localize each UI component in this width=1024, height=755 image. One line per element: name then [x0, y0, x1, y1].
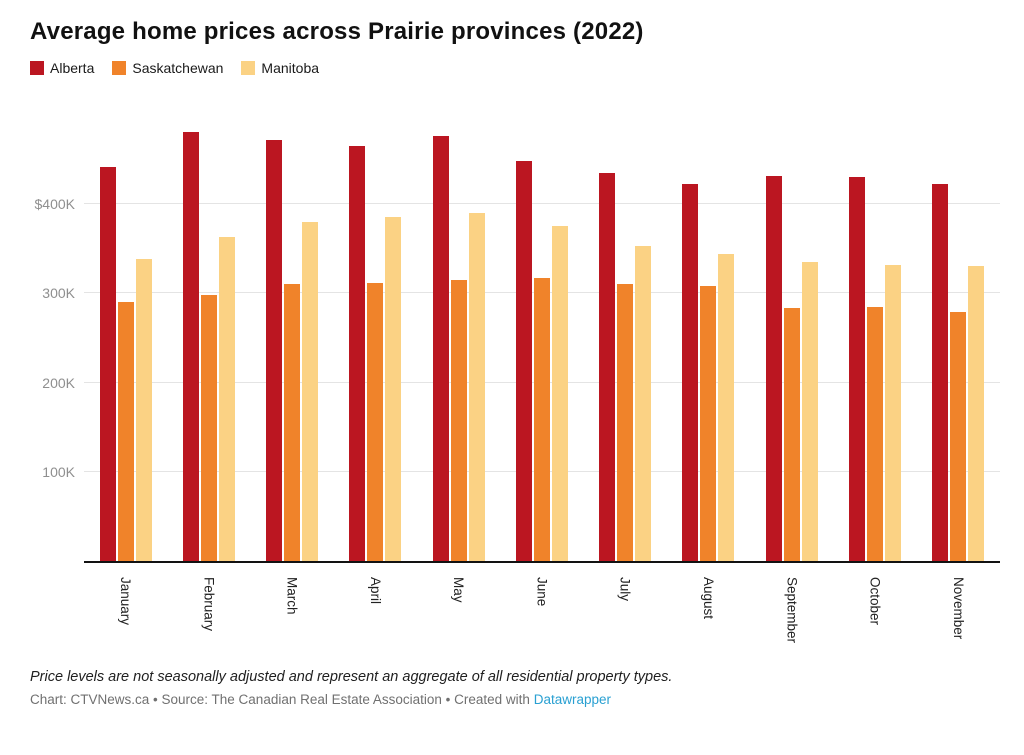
bar-manitoba-june: [551, 226, 568, 561]
bar-saskatchewan-august: [700, 286, 717, 561]
x-axis-label-april: April: [367, 577, 383, 605]
x-axis-slot-november: November: [917, 563, 1000, 651]
y-axis-tick--400k: $400K: [34, 196, 75, 213]
bar-alberta-september: [765, 176, 782, 561]
bar-saskatchewan-september: [783, 307, 800, 561]
bar-saskatchewan-june: [533, 278, 550, 561]
bar-group-september: [750, 106, 833, 561]
bar-alberta-july: [599, 172, 616, 561]
x-axis-label-october: October: [867, 577, 883, 626]
chart-title: Average home prices across Prairie provi…: [30, 18, 644, 45]
bar-manitoba-january: [135, 259, 152, 561]
bar-saskatchewan-october: [867, 306, 884, 561]
bar-group-october: [833, 106, 916, 561]
legend-swatch-alberta: [30, 61, 44, 75]
credit-line: Chart: CTVNews.ca • Source: The Canadian…: [30, 692, 994, 707]
datawrapper-link[interactable]: Datawrapper: [533, 692, 611, 707]
bar-group-july: [584, 106, 667, 561]
legend-label-saskatchewan: Saskatchewan: [132, 60, 224, 76]
y-axis-tick-100k: 100K: [42, 463, 75, 480]
bar-group-june: [500, 106, 583, 561]
legend-label-alberta: Alberta: [50, 60, 95, 76]
legend-item-alberta: Alberta: [30, 60, 94, 76]
x-axis-label-january: January: [118, 577, 134, 626]
bar-alberta-august: [682, 183, 699, 561]
x-axis-label-august: August: [700, 577, 716, 620]
bar-saskatchewan-march: [284, 284, 301, 561]
x-axis-labels: January February March April May June July Augu…: [84, 563, 1000, 651]
x-axis-slot-may: May: [417, 563, 500, 651]
bar-manitoba-september: [801, 262, 818, 561]
y-axis-tick-300k: 300K: [42, 285, 75, 302]
bar-saskatchewan-january: [117, 302, 134, 561]
bar-alberta-october: [849, 177, 866, 561]
gridline--400k: [84, 203, 1000, 205]
bar-manitoba-april: [385, 216, 402, 561]
x-axis-slot-september: September: [750, 563, 833, 651]
legend: Alberta Saskatchewan Manitoba: [30, 60, 994, 76]
bar-manitoba-may: [468, 213, 485, 561]
bar-saskatchewan-april: [367, 282, 384, 561]
bar-alberta-may: [432, 136, 449, 561]
x-axis-slot-july: July: [584, 563, 667, 651]
x-axis-label-june: June: [534, 577, 550, 607]
bar-alberta-january: [99, 166, 116, 561]
x-axis-label-may: May: [451, 577, 467, 603]
bar-group-january: [84, 106, 167, 561]
bar-group-february: [167, 106, 250, 561]
x-axis-slot-april: April: [334, 563, 417, 651]
bar-group-april: [334, 106, 417, 561]
x-axis-slot-february: February: [167, 563, 250, 651]
legend-item-saskatchewan: Saskatchewan: [112, 60, 223, 76]
bar-manitoba-february: [218, 237, 235, 561]
x-axis-slot-october: October: [833, 563, 916, 651]
bar-chart: 100K 200K 300K $400K: [35, 106, 1000, 563]
bar-manitoba-july: [635, 246, 652, 561]
x-axis-label-march: March: [284, 577, 300, 615]
x-axis-label-february: February: [201, 577, 217, 632]
bar-alberta-april: [349, 146, 366, 561]
legend-label-manitoba: Manitoba: [261, 60, 320, 76]
bar-alberta-february: [182, 131, 199, 561]
bar-group-august: [667, 106, 750, 561]
x-axis-label-november: November: [950, 577, 966, 640]
x-axis-label-july: July: [617, 577, 633, 602]
footnote: Price levels are not seasonally adjusted…: [30, 669, 673, 685]
bar-saskatchewan-november: [950, 312, 967, 561]
credit-text: Chart: CTVNews.ca • Source: The Canadian…: [30, 692, 534, 707]
bar-alberta-march: [266, 139, 283, 561]
x-axis-slot-august: August: [667, 563, 750, 651]
bar-saskatchewan-july: [617, 283, 634, 561]
x-axis-slot-january: January: [84, 563, 167, 651]
bar-saskatchewan-may: [450, 279, 467, 561]
bar-alberta-june: [515, 161, 532, 561]
bar-manitoba-november: [968, 265, 985, 561]
bar-group-november: [917, 106, 1000, 561]
legend-swatch-saskatchewan: [112, 61, 127, 75]
bar-manitoba-october: [885, 264, 902, 561]
bar-saskatchewan-february: [200, 295, 217, 561]
x-axis-slot-march: March: [251, 563, 334, 651]
bar-manitoba-march: [302, 221, 319, 561]
legend-swatch-manitoba: [241, 61, 256, 75]
bar-manitoba-august: [718, 254, 735, 561]
bar-group-march: [251, 106, 334, 561]
y-axis-tick-200k: 200K: [42, 374, 75, 391]
x-axis-label-september: September: [784, 577, 800, 644]
x-axis-slot-june: June: [500, 563, 583, 651]
bar-groups: [84, 106, 1000, 561]
bar-alberta-november: [932, 183, 949, 561]
legend-item-manitoba: Manitoba: [241, 60, 319, 76]
bar-group-may: [417, 106, 500, 561]
